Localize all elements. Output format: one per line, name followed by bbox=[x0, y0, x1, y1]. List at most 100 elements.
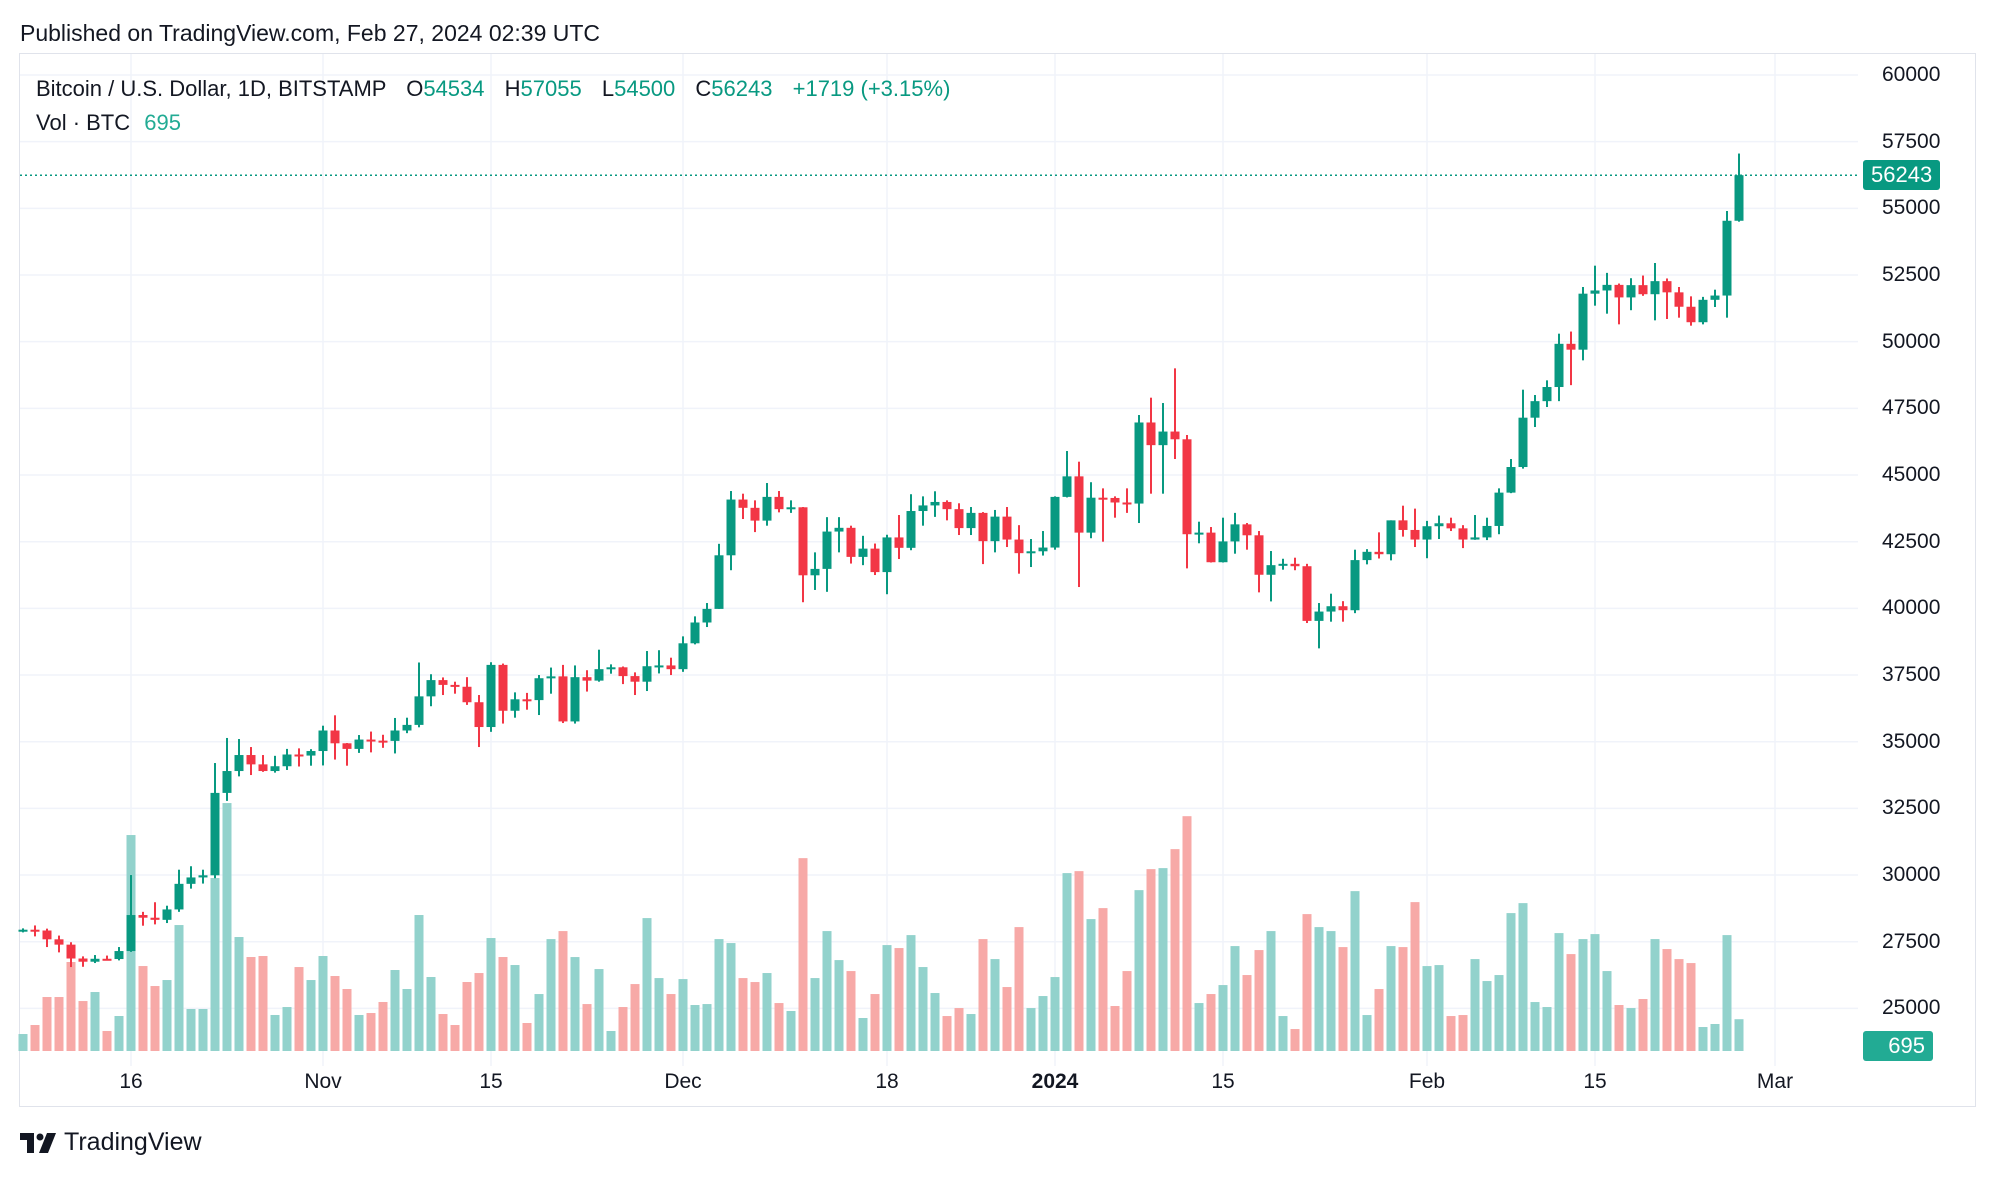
candle bbox=[258, 755, 268, 772]
candle bbox=[462, 677, 472, 705]
volume-bar bbox=[1362, 1015, 1372, 1051]
candle-body bbox=[870, 548, 880, 573]
time-tick-label: Feb bbox=[1408, 1070, 1446, 1093]
candle-body bbox=[78, 958, 88, 962]
candle-body bbox=[438, 680, 448, 685]
candle bbox=[1482, 517, 1492, 541]
volume-bar bbox=[1734, 1019, 1744, 1051]
candle bbox=[954, 503, 964, 536]
candle bbox=[1422, 520, 1432, 559]
candle-body bbox=[594, 669, 604, 681]
candle-body bbox=[1614, 284, 1624, 298]
volume-bar bbox=[498, 957, 508, 1051]
volume-bar bbox=[570, 957, 580, 1051]
candle bbox=[1698, 296, 1708, 325]
tradingview-logo[interactable]: TradingView bbox=[20, 1128, 202, 1157]
candle bbox=[654, 650, 664, 674]
candle bbox=[366, 731, 376, 753]
candle bbox=[822, 517, 832, 592]
price-tick-label: 40000 bbox=[1882, 596, 1941, 620]
price-tick-label: 30000 bbox=[1882, 863, 1941, 887]
volume-bar bbox=[1470, 959, 1480, 1051]
candle-body bbox=[810, 568, 820, 576]
volume-bar bbox=[906, 935, 916, 1051]
candle bbox=[522, 692, 532, 710]
volume-bar bbox=[150, 986, 160, 1051]
volume-bar bbox=[42, 997, 52, 1051]
candle-body bbox=[1602, 284, 1612, 291]
candle bbox=[1122, 488, 1132, 513]
volume-bar bbox=[774, 1003, 784, 1051]
volume-bar bbox=[834, 960, 844, 1051]
volume-bar bbox=[822, 931, 832, 1051]
candle bbox=[726, 491, 736, 571]
volume-bar bbox=[1038, 996, 1048, 1051]
candle-body bbox=[354, 739, 364, 749]
volume-bar bbox=[1278, 1016, 1288, 1051]
candle-body bbox=[654, 665, 664, 668]
volume-bar bbox=[990, 959, 1000, 1051]
candle bbox=[558, 664, 568, 724]
candle bbox=[198, 869, 208, 884]
candle-body bbox=[1506, 467, 1516, 493]
candle-body bbox=[834, 527, 844, 532]
candle-body bbox=[1182, 439, 1192, 535]
volume-bar bbox=[294, 967, 304, 1051]
candle bbox=[594, 649, 604, 682]
time-tick-label: 18 bbox=[875, 1070, 899, 1093]
volume-bar bbox=[30, 1025, 40, 1051]
volume-bar bbox=[1338, 947, 1348, 1051]
candle bbox=[114, 947, 124, 961]
volume-bar bbox=[1458, 1015, 1468, 1051]
volume-bar bbox=[1650, 939, 1660, 1051]
candle bbox=[162, 905, 172, 924]
high-label: H bbox=[504, 76, 521, 101]
candle-body bbox=[714, 555, 724, 609]
volume-bar bbox=[462, 982, 472, 1051]
volume-bar bbox=[318, 956, 328, 1051]
time-tick-label: Nov bbox=[304, 1070, 342, 1093]
candle bbox=[1110, 496, 1120, 518]
candle bbox=[1314, 603, 1324, 649]
volume-bar bbox=[1638, 999, 1648, 1051]
price-tick-label: 47500 bbox=[1882, 396, 1941, 420]
candle-body bbox=[762, 496, 772, 521]
volume-bar bbox=[978, 939, 988, 1051]
candle-body bbox=[510, 699, 520, 711]
volume-bar bbox=[1602, 971, 1612, 1051]
candle-body bbox=[198, 875, 208, 878]
volume-bar bbox=[786, 1011, 796, 1051]
volume-bar bbox=[246, 957, 256, 1051]
candle bbox=[42, 928, 52, 948]
candle bbox=[1494, 488, 1504, 535]
candle-body bbox=[102, 958, 112, 961]
candle bbox=[1194, 521, 1204, 544]
candle-body bbox=[138, 915, 148, 918]
candle-body bbox=[1134, 422, 1144, 504]
candle-body bbox=[522, 699, 532, 702]
candle bbox=[1362, 549, 1372, 565]
candle-body bbox=[1230, 524, 1240, 542]
volume-bar bbox=[1326, 931, 1336, 1051]
candle-body bbox=[1146, 422, 1156, 446]
time-tick-label: 16 bbox=[119, 1070, 143, 1093]
time-tick-label: Dec bbox=[664, 1070, 702, 1093]
last-price-badge: 56243 bbox=[1863, 160, 1941, 191]
volume-bar bbox=[954, 1008, 964, 1051]
volume-bar bbox=[750, 982, 760, 1051]
candle-body bbox=[918, 505, 928, 512]
candle bbox=[426, 674, 436, 707]
candle-body bbox=[1194, 532, 1204, 535]
volume-bar bbox=[486, 938, 496, 1051]
candle-body bbox=[1458, 528, 1468, 540]
volume-bar bbox=[702, 1004, 712, 1051]
candle bbox=[1050, 496, 1060, 550]
volume-bar bbox=[102, 1031, 112, 1051]
candle bbox=[1170, 368, 1180, 460]
candle-body bbox=[1554, 343, 1564, 388]
candle-body bbox=[1350, 560, 1360, 611]
candle bbox=[1230, 512, 1240, 554]
close-label: C bbox=[695, 76, 712, 101]
price-tick-label: 52500 bbox=[1882, 263, 1941, 286]
